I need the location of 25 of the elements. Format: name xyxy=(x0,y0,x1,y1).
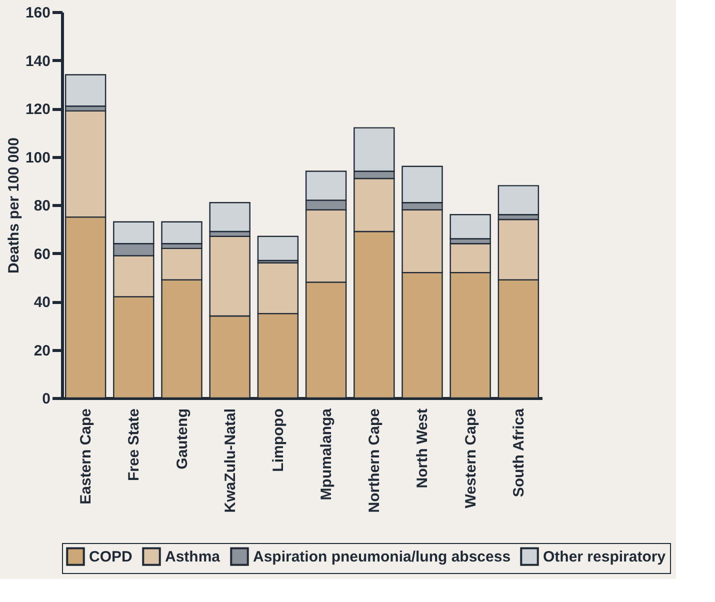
y-tick-label: 20 xyxy=(34,342,50,360)
y-tick-label: 160 xyxy=(25,4,50,22)
x-tick-label: North West xyxy=(414,408,432,488)
y-tick-label: 80 xyxy=(34,198,50,214)
x-tick-label: Free State xyxy=(126,408,143,482)
legend-label: Asthma xyxy=(165,548,221,566)
y-tick-label: 140 xyxy=(25,52,50,70)
y-tick-label: 0 xyxy=(42,390,50,408)
y-tick-label: 120 xyxy=(25,101,50,118)
x-tick-label: Gauteng xyxy=(174,408,191,470)
x-tick-label: Northern Cape xyxy=(366,408,384,513)
y-tick-label: 60 xyxy=(34,246,50,263)
y-tick-label: 40 xyxy=(34,294,50,311)
x-tick-label: Western Cape xyxy=(462,408,480,508)
legend-label: Other respiratory xyxy=(543,548,666,566)
y-axis-title: Deaths per 100 000 xyxy=(5,138,22,274)
x-tick-label: KwaZulu-Natal xyxy=(222,408,239,513)
x-tick-label: South Africa xyxy=(510,408,528,498)
x-tick-label: Eastern Cape xyxy=(78,408,95,504)
bar xyxy=(257,236,299,262)
x-tick-label: Mpumalanga xyxy=(318,408,336,500)
y-tick-label: 100 xyxy=(25,149,50,166)
x-tick-label: Limpopo xyxy=(270,408,287,472)
legend-label: Aspiration pneumonia/lung abscess xyxy=(253,548,511,566)
legend-label: COPD xyxy=(89,548,133,566)
